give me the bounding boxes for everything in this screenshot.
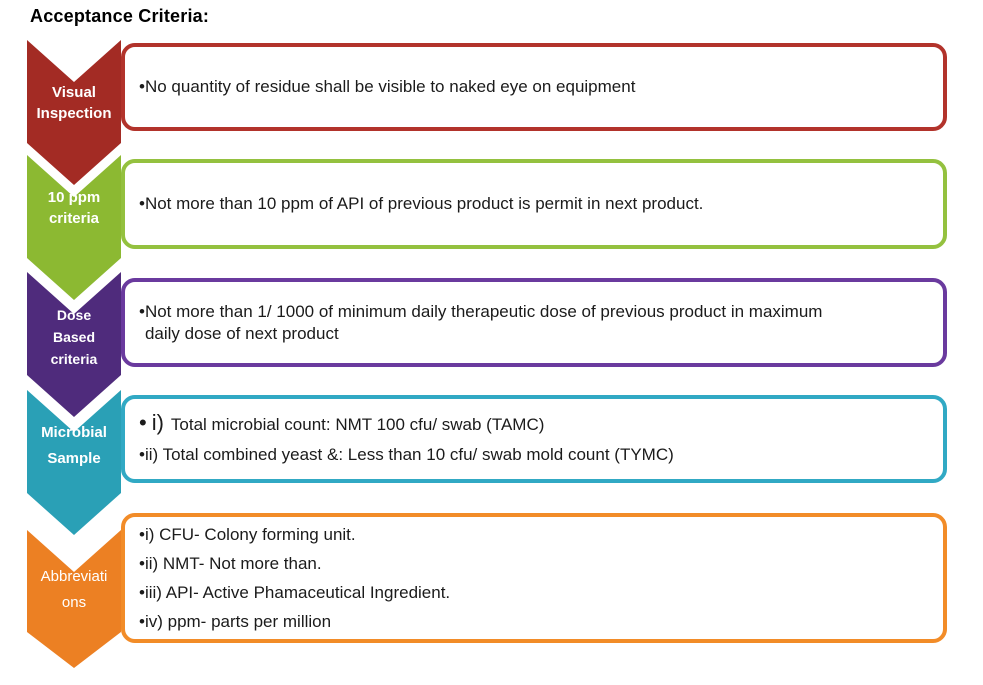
bullet-icon: • <box>139 612 145 631</box>
chevron-label: Abbreviati ons <box>40 568 108 611</box>
chevron-down-shape <box>27 40 121 185</box>
bullet-icon: • <box>139 194 145 213</box>
bullet-item: • ii) Total combined yeast &: Less than … <box>139 440 933 470</box>
bullet-icon: • <box>139 583 145 602</box>
bullet-icon: • <box>139 77 145 96</box>
chevron-down-shape <box>27 530 121 668</box>
bullet-icon: • <box>139 410 147 435</box>
bullet-item: • ii) NMT- Not more than. <box>139 549 933 578</box>
chevron-down-shape <box>27 390 121 535</box>
bullet-item: • Not more than 1/ 1000 of minimum daily… <box>139 301 823 343</box>
criteria-box: • No quantity of residue shall be visibl… <box>121 43 947 131</box>
chevron-label: Microbial Sample <box>41 424 107 467</box>
bullet-icon: • <box>139 445 145 464</box>
criteria-box: • Not more than 1/ 1000 of minimum daily… <box>121 278 947 367</box>
criteria-box: • Not more than 10 ppm of API of previou… <box>121 159 947 249</box>
chevron-down-shape <box>27 272 121 417</box>
bullet-item: • No quantity of residue shall be visibl… <box>139 77 636 96</box>
page-title: Acceptance Criteria: <box>30 6 210 26</box>
chevron-label: 10 ppm criteria <box>47 189 101 227</box>
chevron-down-shape <box>27 155 121 300</box>
bullet-icon: • <box>139 525 145 544</box>
bullet-lead: i) <box>151 410 164 435</box>
bullet-icon: • <box>139 301 145 321</box>
criteria-box: • i) Total microbial count: NMT 100 cfu/… <box>121 395 947 483</box>
bullet-item: • iii) API- Active Phamaceutical Ingredi… <box>139 578 933 607</box>
chevron-label: Dose Based criteria <box>50 307 98 367</box>
bullet-item: • Not more than 10 ppm of API of previou… <box>139 194 704 213</box>
chevron-label: Visual Inspection <box>36 84 112 122</box>
bullet-item: • i) Total microbial count: NMT 100 cfu/… <box>139 408 933 440</box>
criteria-box: • i) CFU- Colony forming unit. • ii) NMT… <box>121 513 947 643</box>
bullet-icon: • <box>139 554 145 573</box>
bullet-item: • iv) ppm- parts per million <box>139 607 933 636</box>
bullet-item: • i) CFU- Colony forming unit. <box>139 520 933 549</box>
